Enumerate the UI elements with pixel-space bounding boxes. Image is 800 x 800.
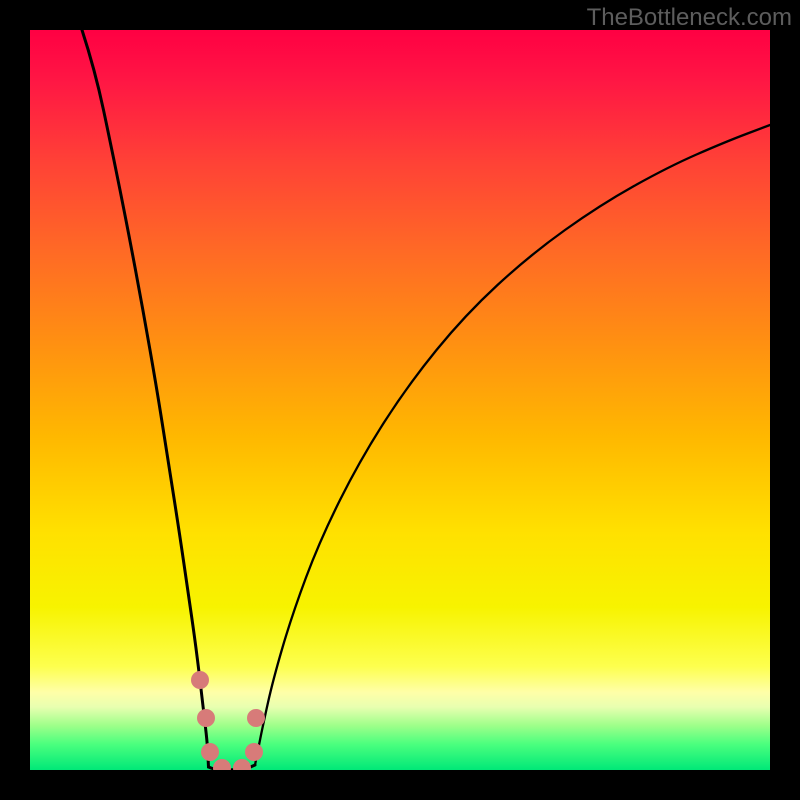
watermark-text: TheBottleneck.com xyxy=(587,4,792,32)
chart-svg xyxy=(0,0,800,800)
marker-dot xyxy=(245,743,263,761)
marker-dot xyxy=(197,709,215,727)
marker-dot xyxy=(201,743,219,761)
marker-dot xyxy=(247,709,265,727)
marker-dot xyxy=(191,671,209,689)
